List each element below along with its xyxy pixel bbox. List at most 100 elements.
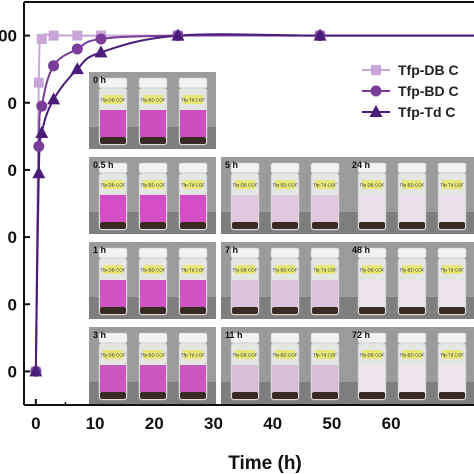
vial: Tfp-BD COF	[138, 247, 168, 316]
vial: Tfp-DB COF	[230, 332, 260, 401]
vial-label-sticker	[103, 95, 123, 104]
vial-solution	[140, 365, 166, 392]
data-point-square	[36, 33, 47, 44]
vial-cap	[178, 162, 208, 174]
vial-label-text: Tfp-BD COF	[140, 268, 165, 273]
photo-panel: Tfp-DB COF Tfp-BD COF Tfp-Td COF 72 h	[348, 327, 474, 404]
vial: Tfp-DB COF	[98, 247, 128, 316]
vial-cap	[397, 247, 427, 259]
vial-sediment	[312, 222, 338, 229]
vial-label-sticker	[442, 265, 462, 274]
vial-solution	[140, 110, 166, 137]
y-tick-label: 0	[8, 161, 17, 180]
vial-solution	[100, 110, 126, 137]
vial-label-sticker	[275, 265, 295, 274]
vial-solution	[359, 280, 385, 307]
vial-solution	[232, 280, 258, 307]
photo-time-label: 5 h	[225, 160, 238, 170]
vial-solution	[140, 280, 166, 307]
vial-cap	[310, 332, 340, 344]
vial: Tfp-DB COF	[230, 247, 260, 316]
photo-time-label: 0 h	[93, 75, 106, 85]
vial-solution	[180, 365, 206, 392]
vial-cap	[397, 162, 427, 174]
vial-sediment	[272, 392, 298, 399]
vial-solution	[100, 280, 126, 307]
data-point-triangle	[35, 125, 49, 138]
vial-label-sticker	[183, 95, 203, 104]
vial-label-text: Tfp-BD COF	[399, 268, 424, 273]
vial-sediment	[272, 307, 298, 314]
vial-sediment	[439, 392, 465, 399]
vial-label-sticker	[103, 350, 123, 359]
photo-panel: Tfp-DB COF Tfp-BD COF Tfp-Td COF 7 h	[221, 242, 348, 319]
legend-label: Tfp-DB C	[398, 62, 459, 78]
vial-label-sticker	[143, 95, 163, 104]
vial-label-text: Tfp-Td COF	[181, 98, 205, 103]
vial-sediment	[312, 307, 338, 314]
data-point-triangle	[70, 62, 84, 75]
legend: Tfp-DB C Tfp-BD C Tfp-Td C	[362, 62, 459, 120]
y-tick-label: 00	[0, 27, 17, 46]
data-point-square	[48, 30, 59, 41]
vial-solution	[180, 110, 206, 137]
vial-cap	[310, 162, 340, 174]
vial: Tfp-BD COF	[270, 332, 300, 401]
vial-label-text: Tfp-BD COF	[399, 183, 424, 188]
vial-label-sticker	[183, 350, 203, 359]
photo-time-label: 11 h	[225, 330, 243, 340]
vial: Tfp-Td COF	[178, 162, 208, 231]
data-point-triangle	[313, 28, 327, 41]
vial-label-sticker	[402, 180, 422, 189]
vial-solution	[272, 195, 298, 222]
vial-label-sticker	[143, 350, 163, 359]
vial: Tfp-DB COF	[357, 162, 387, 231]
vial-label-text: Tfp-DB COF	[359, 183, 384, 188]
vial-label-sticker	[275, 180, 295, 189]
vial-cap	[437, 247, 467, 259]
photo-panel: Tfp-DB COF Tfp-BD COF Tfp-Td COF 0 h	[89, 72, 216, 149]
vial-label-text: Tfp-DB COF	[100, 268, 125, 273]
vial-sediment	[312, 392, 338, 399]
vial-solution	[100, 195, 126, 222]
legend-marker-square	[371, 65, 381, 75]
vial-label-text: Tfp-BD COF	[272, 183, 297, 188]
vial-solution	[272, 280, 298, 307]
vial-solution	[232, 195, 258, 222]
vial: Tfp-Td COF	[178, 332, 208, 401]
photo-time-label: 48 h	[352, 245, 370, 255]
vial-solution	[232, 365, 258, 392]
data-point-triangle	[94, 45, 108, 58]
vial-label-text: Tfp-DB COF	[359, 353, 384, 358]
vial-sediment	[439, 307, 465, 314]
vial-sediment	[100, 307, 126, 314]
vial-label-sticker	[275, 350, 295, 359]
vial: Tfp-Td COF	[310, 332, 340, 401]
vial-label-sticker	[362, 180, 382, 189]
x-tick-label: 40	[263, 414, 282, 433]
vial-sediment	[140, 137, 166, 144]
vial-label-text: Tfp-DB COF	[100, 183, 125, 188]
vial-sediment	[180, 222, 206, 229]
vial-solution	[312, 195, 338, 222]
data-point-circle	[95, 33, 107, 45]
vial-label-sticker	[235, 180, 255, 189]
vial-label-text: Tfp-Td COF	[313, 268, 337, 273]
vial-solution	[439, 195, 465, 222]
legend-label: Tfp-Td C	[398, 104, 456, 120]
vial: Tfp-BD COF	[138, 332, 168, 401]
vial-label-text: Tfp-DB COF	[100, 353, 125, 358]
vial-label-text: Tfp-Td COF	[440, 183, 464, 188]
photo-time-label: 24 h	[352, 160, 370, 170]
vial-label-text: Tfp-BD COF	[140, 183, 165, 188]
vial-sediment	[100, 137, 126, 144]
vial-sediment	[232, 392, 258, 399]
vial-sediment	[180, 137, 206, 144]
vial: Tfp-Td COF	[310, 162, 340, 231]
x-tick-label: 60	[382, 414, 401, 433]
vial-cap	[138, 247, 168, 259]
data-point-circle	[48, 60, 60, 72]
vial-solution	[180, 280, 206, 307]
vial-label-sticker	[143, 180, 163, 189]
